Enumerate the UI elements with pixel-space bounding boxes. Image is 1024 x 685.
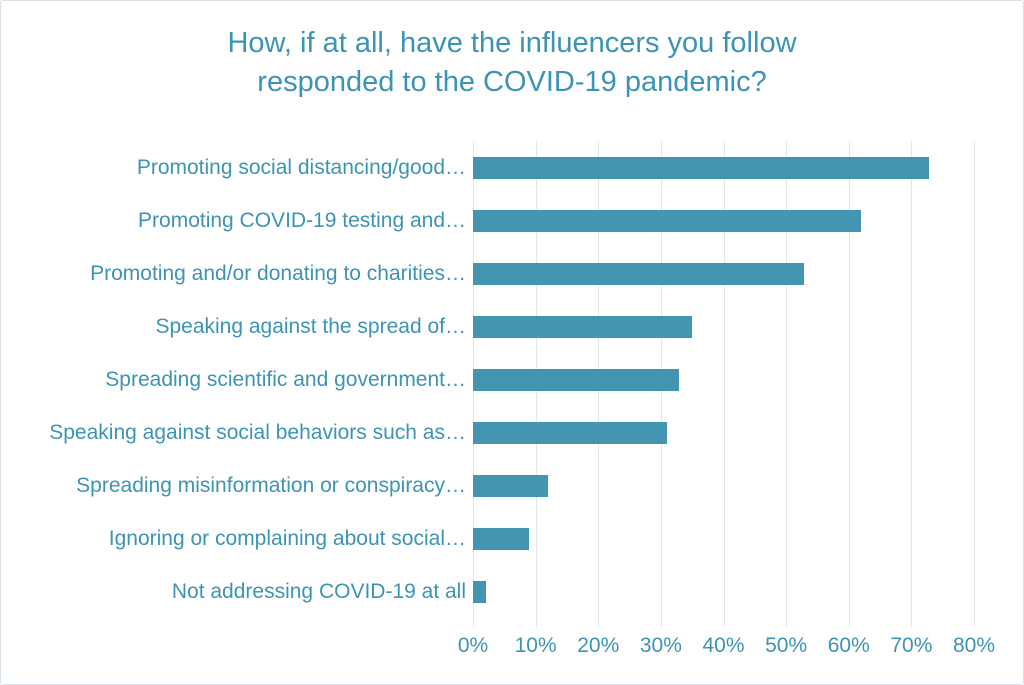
x-tick-label: 30% bbox=[639, 634, 682, 657]
tick-mark bbox=[598, 618, 600, 627]
bar bbox=[473, 209, 861, 232]
tick-mark bbox=[786, 618, 788, 627]
x-tick-label: 70% bbox=[890, 634, 933, 657]
gridline bbox=[974, 141, 975, 618]
category-label: Spreading scientific and government… bbox=[105, 367, 466, 391]
bar bbox=[473, 315, 692, 338]
bar-row: Promoting social distancing/good… bbox=[1, 141, 1023, 194]
x-tick-label: 50% bbox=[765, 634, 808, 657]
tick-mark bbox=[660, 618, 662, 627]
axis-ticks bbox=[473, 618, 975, 627]
gridline bbox=[786, 141, 788, 618]
title-line-1: How, if at all, have the influencers you… bbox=[227, 27, 797, 59]
bar bbox=[473, 262, 805, 285]
x-tick-label: 40% bbox=[702, 634, 745, 657]
category-label: Promoting and/or donating to charities… bbox=[90, 261, 466, 285]
bar-row: Promoting COVID-19 testing and… bbox=[1, 194, 1023, 247]
bar-row: Spreading misinformation or conspiracy… bbox=[1, 459, 1023, 512]
category-label: Speaking against social behaviors such a… bbox=[49, 420, 466, 444]
bar-row: Speaking against social behaviors such a… bbox=[1, 406, 1023, 459]
tick-mark bbox=[473, 618, 474, 627]
x-tick-label: 20% bbox=[577, 634, 620, 657]
x-axis-labels: 0% 10% 20% 30% 40% 50% 60% 70% 80% bbox=[458, 634, 995, 664]
bar-row: Promoting and/or donating to charities… bbox=[1, 247, 1023, 300]
gridline bbox=[848, 141, 850, 618]
category-label: Speaking against the spread of… bbox=[155, 314, 466, 338]
bar-rows: Promoting social distancing/good… Promoti… bbox=[1, 141, 1023, 618]
category-label: Promoting COVID-19 testing and… bbox=[138, 208, 466, 232]
x-tick-label: 80% bbox=[952, 634, 996, 657]
bar-row: Spreading scientific and government… bbox=[1, 353, 1023, 406]
category-label: Spreading misinformation or conspiracy… bbox=[76, 473, 466, 497]
bar-track bbox=[473, 512, 973, 565]
bar-track bbox=[473, 565, 973, 618]
bar-track bbox=[473, 406, 973, 459]
tick-mark bbox=[911, 618, 913, 627]
bar bbox=[473, 527, 530, 550]
tick-mark bbox=[848, 618, 850, 627]
bar-track bbox=[473, 300, 973, 353]
tick-mark bbox=[974, 618, 975, 627]
bar bbox=[473, 474, 548, 497]
bar-track bbox=[473, 459, 973, 512]
bar-track bbox=[473, 247, 973, 300]
bar-row: Speaking against the spread of… bbox=[1, 300, 1023, 353]
bar-row: Not addressing COVID-19 at all bbox=[1, 565, 1023, 618]
chart-title: How, if at all, have the influencers you… bbox=[1, 1, 1023, 102]
gridline bbox=[723, 141, 725, 618]
bar bbox=[473, 156, 930, 179]
plot-area: Promoting social distancing/good… Promoti… bbox=[1, 141, 1023, 684]
bar-track bbox=[473, 194, 973, 247]
bar-row: Ignoring or complaining about social… bbox=[1, 512, 1023, 565]
bar bbox=[473, 368, 680, 391]
x-tick-label: 10% bbox=[514, 634, 557, 657]
title-line-2: responded to the COVID-19 pandemic? bbox=[257, 66, 767, 98]
bar bbox=[473, 580, 486, 603]
gridline bbox=[911, 141, 913, 618]
category-label: Not addressing COVID-19 at all bbox=[171, 579, 466, 603]
x-tick-label: 60% bbox=[827, 634, 870, 657]
bar-track bbox=[473, 353, 973, 406]
bar bbox=[473, 421, 667, 444]
tick-mark bbox=[723, 618, 725, 627]
x-tick-label: 0% bbox=[457, 634, 489, 657]
category-label: Promoting social distancing/good… bbox=[136, 155, 466, 179]
category-label: Ignoring or complaining about social… bbox=[108, 526, 466, 550]
bar-track bbox=[473, 141, 973, 194]
tick-mark bbox=[535, 618, 537, 627]
